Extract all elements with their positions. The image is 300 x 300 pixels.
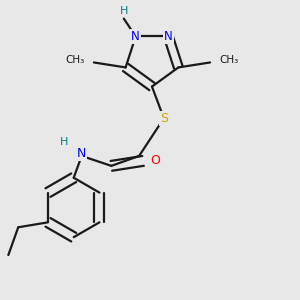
Text: N: N [131,30,140,43]
Text: H: H [60,137,68,147]
Text: CH₃: CH₃ [66,56,85,65]
Text: CH₃: CH₃ [219,56,238,65]
Text: N: N [164,30,173,43]
Text: H: H [120,6,128,16]
Text: S: S [160,112,168,125]
Text: O: O [150,154,160,167]
Text: N: N [77,148,86,160]
